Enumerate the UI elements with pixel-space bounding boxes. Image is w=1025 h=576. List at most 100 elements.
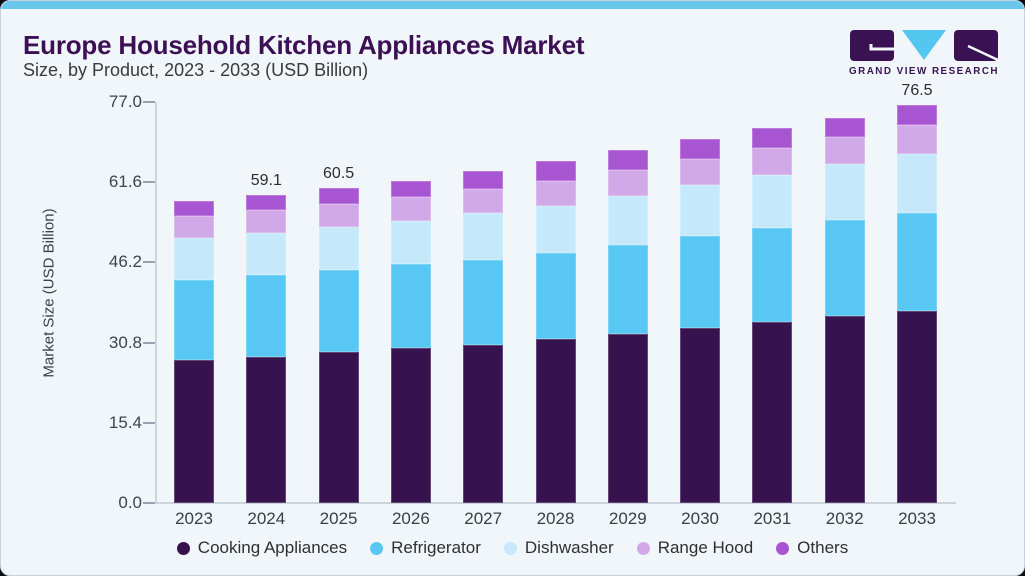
- legend-dot: [776, 541, 790, 555]
- segment-others: [463, 170, 504, 189]
- segment-dishwasher: [318, 226, 359, 270]
- segment-range-hood: [463, 188, 504, 214]
- y-tick-mark: [143, 421, 155, 424]
- segment-dishwasher: [463, 213, 504, 261]
- bar-value-label: 60.5: [323, 164, 355, 182]
- segment-refrigerator: [752, 228, 793, 323]
- segment-range-hood: [318, 203, 359, 227]
- segment-others: [318, 187, 359, 204]
- segment-dishwasher: [752, 174, 793, 229]
- y-axis-line: [155, 102, 157, 504]
- segment-cooking-appliances: [318, 351, 359, 503]
- x-tick-label-2024: 2024: [247, 509, 286, 528]
- legend-item-refrigerator: Refrigerator: [370, 538, 481, 558]
- x-tick-label-2031: 2031: [753, 509, 792, 528]
- y-tick-mark: [143, 502, 155, 504]
- page-title: Europe Household Kitchen Appliances Mark…: [23, 30, 585, 60]
- y-tick-label: 0.0: [118, 493, 142, 512]
- logo-r-block: [954, 30, 999, 62]
- y-tick-label: 61.6: [108, 172, 142, 192]
- segment-others: [390, 180, 431, 197]
- segment-refrigerator: [824, 220, 865, 317]
- segment-dishwasher: [535, 205, 576, 254]
- logo-g-block: [850, 30, 894, 61]
- segment-cooking-appliances: [897, 310, 937, 503]
- segment-cooking-appliances: [680, 328, 721, 503]
- segment-range-hood: [535, 180, 576, 206]
- y-tick-mark: [143, 101, 155, 103]
- segment-range-hood: [607, 170, 648, 196]
- legend-item-others: Others: [776, 538, 848, 558]
- x-tick-label-2030: 2030: [681, 509, 719, 528]
- segment-dishwasher: [607, 195, 648, 245]
- segment-refrigerator: [246, 274, 287, 357]
- segment-dishwasher: [824, 164, 865, 221]
- segment-dishwasher: [680, 184, 721, 236]
- segment-cooking-appliances: [607, 333, 648, 503]
- x-tick-label-2028: 2028: [536, 509, 575, 528]
- segment-dishwasher: [174, 238, 214, 281]
- legend-dot: [176, 541, 190, 555]
- segment-others: [535, 160, 576, 181]
- segment-refrigerator: [390, 264, 431, 348]
- segment-range-hood: [390, 196, 431, 221]
- y-tick-mark: [143, 261, 155, 264]
- bar-value-label: 59.1: [250, 172, 282, 190]
- x-tick-label-2023: 2023: [175, 509, 213, 528]
- segment-dishwasher: [246, 233, 287, 275]
- x-tick-label-2027: 2027: [464, 509, 503, 528]
- segment-cooking-appliances: [752, 322, 793, 503]
- y-tick-mark: [143, 181, 155, 184]
- x-tick-label-2033: 2033: [898, 509, 936, 528]
- segment-refrigerator: [463, 260, 504, 345]
- page-subtitle: Size, by Product, 2023 - 2033 (USD Billi…: [23, 60, 369, 80]
- legend-label: Others: [797, 538, 849, 557]
- segment-refrigerator: [607, 244, 648, 334]
- top-accent-bar: [1, 1, 1024, 9]
- segment-cooking-appliances: [824, 316, 865, 503]
- legend-item-range-hood: Range Hood: [636, 538, 754, 558]
- segment-range-hood: [680, 158, 721, 185]
- legend-dot: [636, 541, 650, 555]
- y-tick-mark: [143, 341, 155, 344]
- x-tick-label-2026: 2026: [391, 509, 430, 528]
- segment-refrigerator: [318, 269, 359, 352]
- segment-others: [607, 150, 648, 171]
- y-tick-label: 77.0: [108, 92, 142, 111]
- legend-dot: [503, 541, 517, 555]
- x-tick-label-2029: 2029: [608, 509, 647, 528]
- segment-refrigerator: [897, 212, 937, 311]
- segment-cooking-appliances: [246, 356, 287, 503]
- x-tick-label-2032: 2032: [825, 509, 864, 528]
- legend-label: Dishwasher: [524, 538, 614, 557]
- x-tick-label-2025: 2025: [319, 509, 358, 528]
- segment-others: [246, 195, 287, 210]
- x-axis-line: [144, 502, 956, 504]
- segment-others: [174, 201, 214, 216]
- segment-others: [680, 139, 721, 159]
- segment-dishwasher: [390, 220, 431, 265]
- logo-v-triangle: [902, 30, 946, 60]
- segment-cooking-appliances: [174, 359, 214, 503]
- y-tick-label: 30.8: [108, 332, 142, 352]
- segment-others: [897, 104, 937, 126]
- segment-refrigerator: [174, 280, 214, 360]
- legend-label: Range Hood: [657, 538, 754, 557]
- legend: Cooking Appliances Refrigerator Dishwasher…: [1, 538, 1024, 558]
- segment-cooking-appliances: [535, 339, 576, 503]
- segment-cooking-appliances: [463, 344, 504, 503]
- y-axis-title: Market Size (USD Billion): [40, 208, 58, 378]
- grand-view-research-logo: GRAND VIEW RESEARCH: [849, 30, 999, 76]
- segment-range-hood: [752, 148, 793, 175]
- legend-dot: [370, 541, 384, 555]
- segment-dishwasher: [897, 154, 937, 213]
- segment-range-hood: [174, 215, 214, 239]
- bar-value-label: 76.5: [901, 81, 933, 99]
- segment-others: [824, 117, 865, 138]
- segment-range-hood: [897, 125, 937, 155]
- legend-item-dishwasher: Dishwasher: [503, 538, 614, 558]
- y-tick-label: 46.2: [108, 252, 142, 272]
- segment-others: [752, 128, 793, 149]
